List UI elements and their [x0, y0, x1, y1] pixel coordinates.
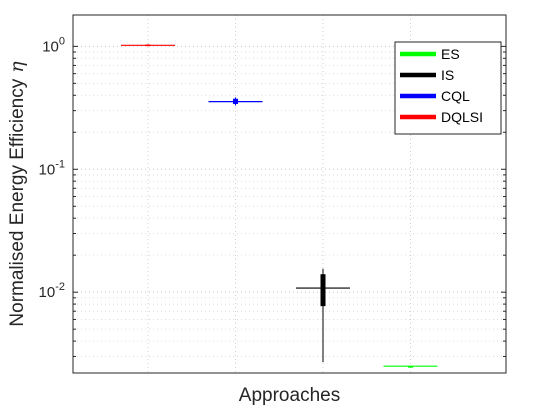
- y-tick-base: 10: [39, 284, 56, 301]
- y-tick-base: 10: [42, 38, 59, 55]
- box-is: [296, 268, 350, 363]
- legend-label-cql: CQL: [441, 88, 470, 104]
- plot-frame: [72, 14, 507, 374]
- legend-label-dqlsi: DQLSI: [441, 109, 483, 125]
- grid-lines: [73, 15, 506, 373]
- y-axis-label: Normalised Energy Efficiency η: [6, 61, 28, 327]
- box-es: [383, 365, 438, 368]
- legend: ES IS CQL DQLSI: [394, 41, 502, 135]
- box-dqlsi: [121, 44, 175, 47]
- box-series: [121, 44, 438, 368]
- y-tick-exponent: 0: [59, 35, 65, 47]
- x-axis-label: Approaches: [239, 385, 340, 406]
- y-tick-exponent: -2: [55, 281, 65, 293]
- y-tick-base: 10: [39, 161, 56, 178]
- y-tick-exponent: -1: [55, 158, 65, 170]
- legend-label-is: IS: [441, 67, 454, 83]
- box-iqr: [320, 274, 326, 307]
- box-iqr: [408, 366, 413, 368]
- y-tick-label: 10-2: [39, 281, 65, 301]
- y-axis-symbol: η: [6, 61, 28, 73]
- box-cql: [208, 97, 263, 106]
- legend-label-es: ES: [441, 46, 460, 62]
- y-tick-label: 100: [42, 35, 65, 55]
- y-axis-label-text: Normalised Energy Efficiency: [7, 78, 28, 326]
- y-tick-label: 10-1: [39, 158, 65, 178]
